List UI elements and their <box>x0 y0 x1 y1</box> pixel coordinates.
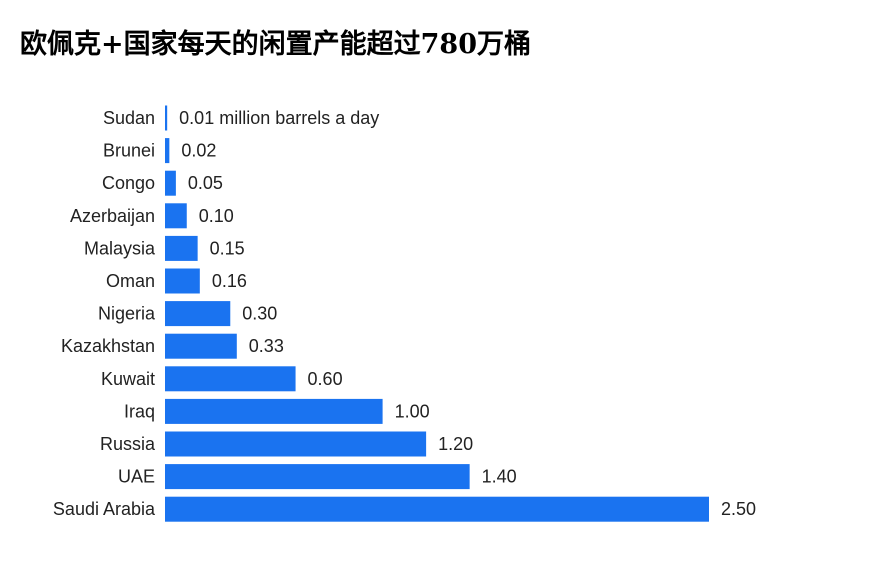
category-label: Saudi Arabia <box>53 499 156 519</box>
data-label: 0.05 <box>188 173 223 193</box>
bar <box>165 170 176 196</box>
category-label: Nigeria <box>98 304 156 324</box>
category-label: Kuwait <box>101 369 155 389</box>
data-label: 1.00 <box>395 401 430 421</box>
bar <box>165 138 170 164</box>
bar <box>165 203 187 229</box>
data-label: 0.33 <box>249 336 284 356</box>
category-label: Congo <box>102 173 155 193</box>
category-label: Brunei <box>103 141 155 161</box>
data-label: 0.02 <box>181 141 216 161</box>
chart-title: 欧佩克+国家每天的闲置产能超过780万桶 <box>20 29 531 60</box>
category-label: Sudan <box>103 108 155 128</box>
bar <box>165 301 231 327</box>
data-label: 0.16 <box>212 271 247 291</box>
data-label: 0.30 <box>242 304 277 324</box>
data-label: 0.01 million barrels a day <box>179 108 379 128</box>
data-label: 0.15 <box>210 238 245 258</box>
category-label: Iraq <box>124 401 155 421</box>
bar <box>165 105 168 131</box>
data-label: 0.60 <box>308 369 343 389</box>
category-label: Azerbaijan <box>70 206 155 226</box>
data-label: 2.50 <box>721 499 756 519</box>
category-label: Kazakhstan <box>61 336 155 356</box>
data-label: 1.40 <box>482 467 517 487</box>
bar <box>165 333 237 359</box>
bar <box>165 496 709 522</box>
bar <box>165 431 427 457</box>
data-label: 0.10 <box>199 206 234 226</box>
category-label: Malaysia <box>84 238 156 258</box>
bar <box>165 235 198 261</box>
bar <box>165 366 296 392</box>
bar <box>165 464 470 490</box>
category-label: Oman <box>106 271 155 291</box>
data-label: 1.20 <box>438 434 473 454</box>
bar <box>165 268 200 294</box>
category-label: Russia <box>100 434 156 454</box>
category-label: UAE <box>118 467 155 487</box>
bar <box>165 398 383 424</box>
